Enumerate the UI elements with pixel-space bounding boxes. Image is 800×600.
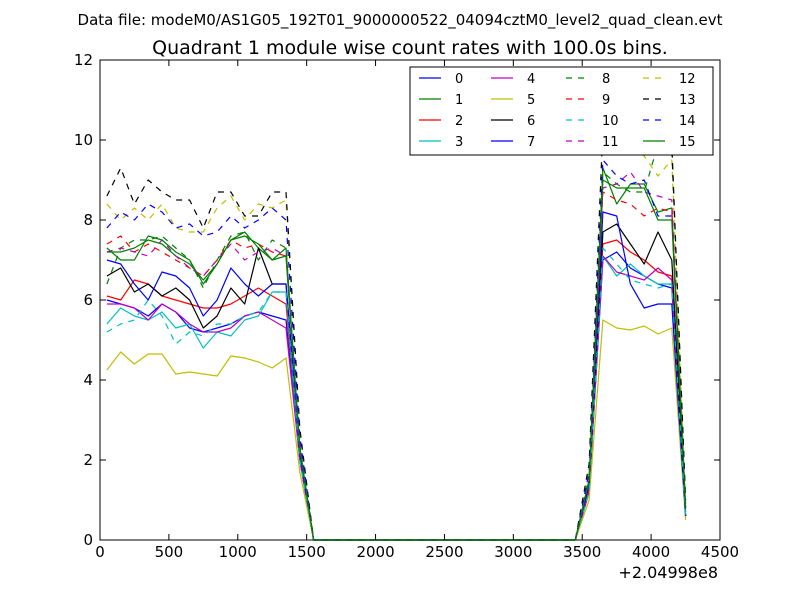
y-tick-label: 10 <box>74 131 93 149</box>
y-tick-label: 0 <box>83 531 93 549</box>
x-tick-label: 2000 <box>356 543 394 561</box>
y-tick-label: 4 <box>83 371 93 389</box>
legend-label-9: 9 <box>602 93 610 108</box>
x-tick-label: 3500 <box>563 543 601 561</box>
legend-label-0: 0 <box>455 72 463 87</box>
legend-label-1: 1 <box>455 93 463 108</box>
y-tick-label: 2 <box>83 451 93 469</box>
legend-label-11: 11 <box>602 135 619 150</box>
legend-label-12: 12 <box>679 72 696 87</box>
y-tick-label: 8 <box>83 211 93 229</box>
x-tick-label: 4000 <box>632 543 670 561</box>
y-tick-label: 6 <box>83 291 93 309</box>
legend-label-13: 13 <box>679 93 696 108</box>
x-tick-label: 1000 <box>219 543 257 561</box>
x-tick-label: 0 <box>95 543 105 561</box>
chart-title: Quadrant 1 module wise count rates with … <box>152 37 668 59</box>
series-line-12 <box>106 131 687 541</box>
legend-label-7: 7 <box>527 135 535 150</box>
legend-box <box>409 66 714 156</box>
legend-label-15: 15 <box>679 135 696 150</box>
legend-label-8: 8 <box>602 72 610 87</box>
legend-label-6: 6 <box>527 114 535 129</box>
x-tick-label: 4500 <box>701 543 739 561</box>
y-tick-label: 12 <box>74 51 93 69</box>
legend-label-2: 2 <box>455 114 463 129</box>
data-file-label: Data file: modeM0/AS1G05_192T01_90000005… <box>78 11 723 30</box>
x-tick-label: 3000 <box>494 543 532 561</box>
series-layer <box>106 127 687 541</box>
x-tick-label: 500 <box>155 543 184 561</box>
series-line-13 <box>106 127 687 541</box>
x-tick-label: 1500 <box>288 543 326 561</box>
legend-label-4: 4 <box>527 72 535 87</box>
x-tick-label: 2500 <box>425 543 463 561</box>
legend-label-3: 3 <box>455 135 463 150</box>
legend-label-5: 5 <box>527 93 535 108</box>
axis-layer: 0 500 1000 1500 2000 2500 3000 3500 4000 4500 0 2 4 6… <box>74 51 739 561</box>
series-line-15 <box>106 179 687 541</box>
legend-label-14: 14 <box>679 114 696 129</box>
x-offset-label: +2.04998e8 <box>618 563 718 582</box>
legend-label-10: 10 <box>602 114 619 129</box>
